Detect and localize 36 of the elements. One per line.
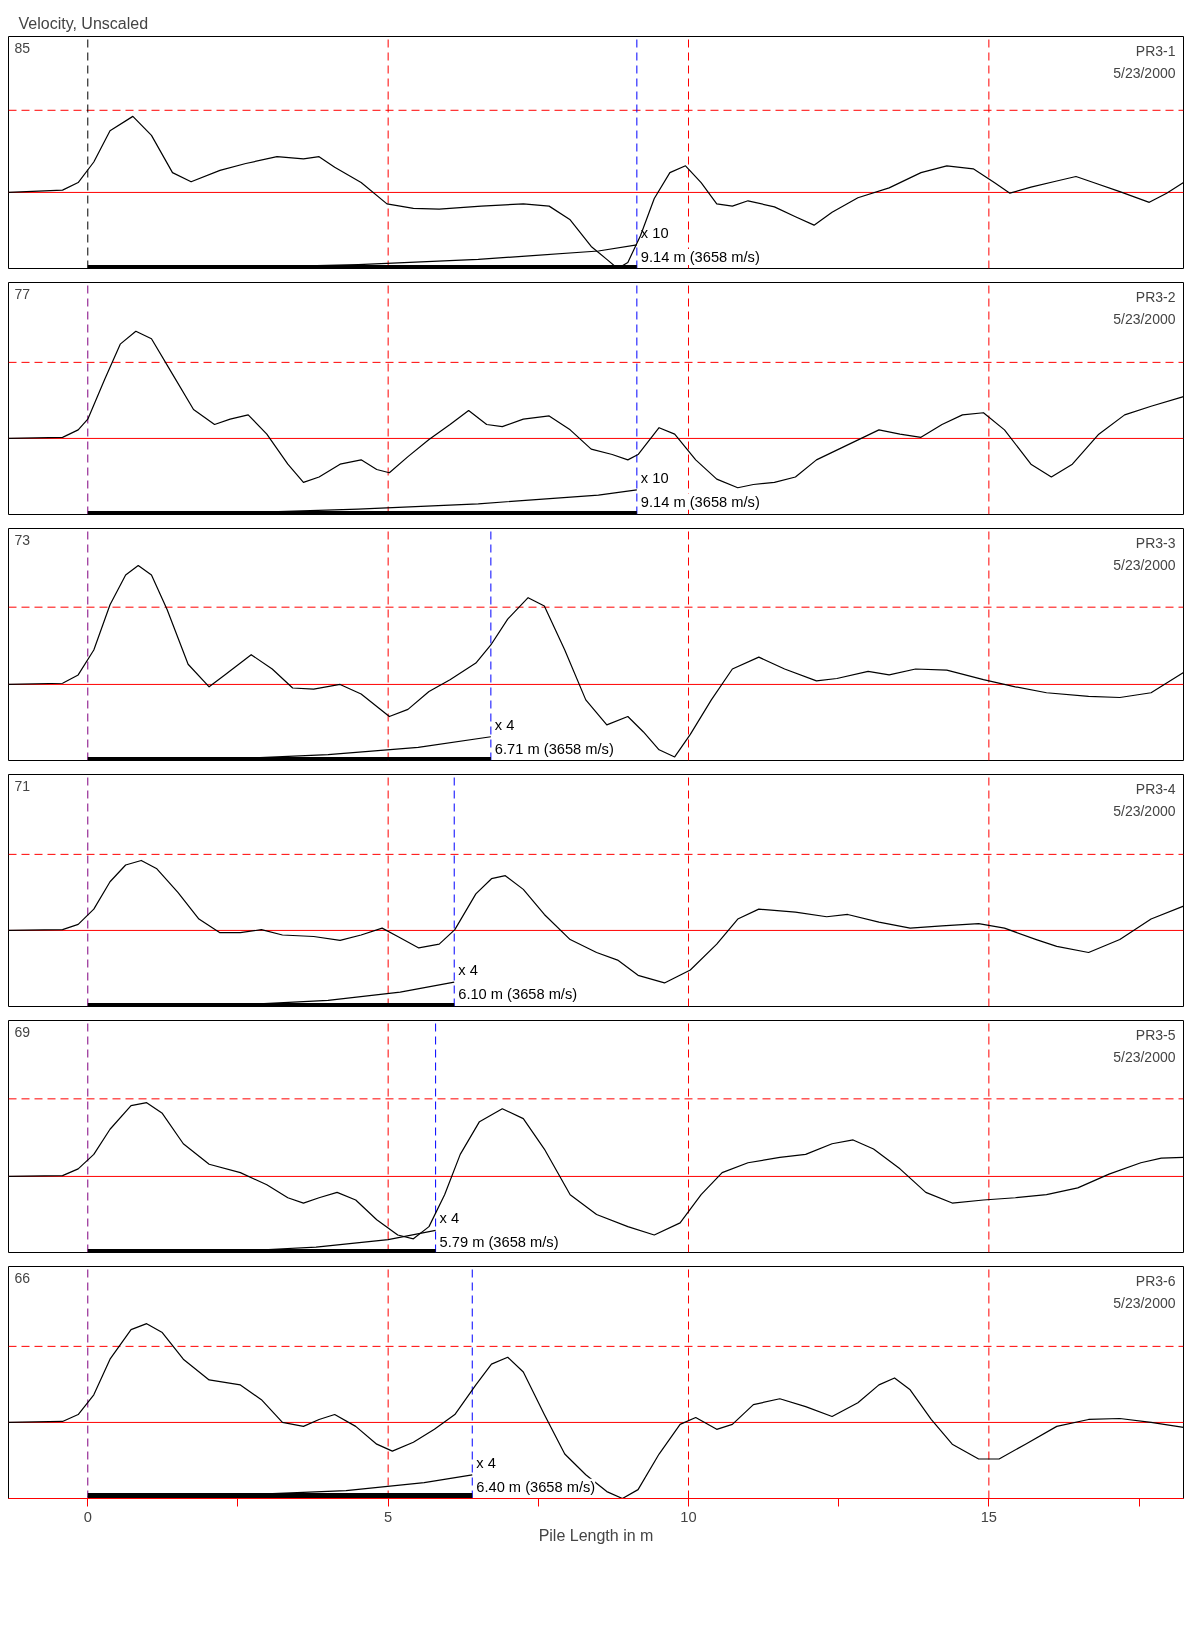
- annotation: x 4: [458, 962, 478, 979]
- text: 5/23/2000: [1113, 64, 1176, 81]
- text: PR3-2: [1135, 288, 1176, 305]
- x-tick-label: 10: [680, 1508, 697, 1525]
- text: 85: [14, 39, 31, 56]
- x-tick-label: 0: [83, 1508, 92, 1525]
- text: 69: [14, 1023, 31, 1040]
- text: PR3-6: [1135, 1272, 1176, 1289]
- annotation: 6.10 m (3658 m/s): [458, 986, 578, 1003]
- text: 73: [14, 531, 31, 548]
- text: PR3-4: [1135, 780, 1176, 797]
- annotation: 5/23/2000: [1113, 556, 1176, 573]
- x-tick-label: 5: [384, 1508, 393, 1525]
- text: 5/23/2000: [1113, 1048, 1176, 1065]
- text: PR3-3: [1135, 534, 1176, 551]
- x-tick-label: 15: [980, 1508, 998, 1525]
- text: PR3-1: [1135, 42, 1176, 59]
- annotation: 9.14 m (3658 m/s): [640, 248, 760, 265]
- annotation: x 4: [494, 716, 515, 733]
- x-axis-title: Pile Length in m: [538, 1526, 654, 1544]
- annotation: x 4: [476, 1454, 496, 1471]
- annotation: x 10: [640, 224, 669, 241]
- text: 71: [14, 777, 31, 794]
- text: 5/23/2000: [1113, 310, 1176, 327]
- text: 77: [14, 285, 31, 302]
- annotation: 6.71 m (3658 m/s): [494, 740, 614, 757]
- annotation: 9.14 m (3658 m/s): [640, 493, 760, 510]
- annotation: 5.79 m (3658 m/s): [439, 1234, 559, 1251]
- text: 66: [14, 1269, 31, 1286]
- annotation: x 4: [439, 1210, 460, 1227]
- text: PR3-5: [1135, 1026, 1176, 1043]
- annotation: x 10: [640, 469, 669, 486]
- chart-title: Velocity, Unscaled: [18, 14, 149, 32]
- text: 5/23/2000: [1113, 1294, 1176, 1311]
- annotation: 6.40 m (3658 m/s): [476, 1478, 596, 1495]
- text: 5/23/2000: [1113, 802, 1176, 819]
